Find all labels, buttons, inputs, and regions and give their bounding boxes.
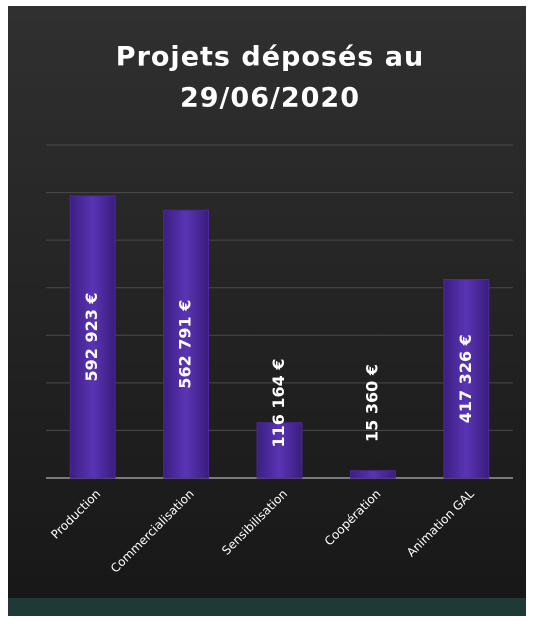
chart-title: 29/06/2020 — [180, 83, 360, 114]
value-label: 116 164 € — [269, 358, 288, 447]
bottom-strip — [8, 598, 526, 616]
chart-title: Projets déposés au — [116, 42, 424, 73]
bar — [69, 195, 116, 479]
bar — [163, 209, 210, 479]
value-label: 562 791 € — [176, 300, 195, 389]
value-label: 15 360 € — [362, 364, 381, 442]
value-label: 592 923 € — [82, 292, 101, 381]
bar — [443, 278, 490, 479]
bar — [349, 470, 396, 479]
bar — [256, 422, 303, 479]
value-label: 417 326 € — [456, 334, 475, 423]
